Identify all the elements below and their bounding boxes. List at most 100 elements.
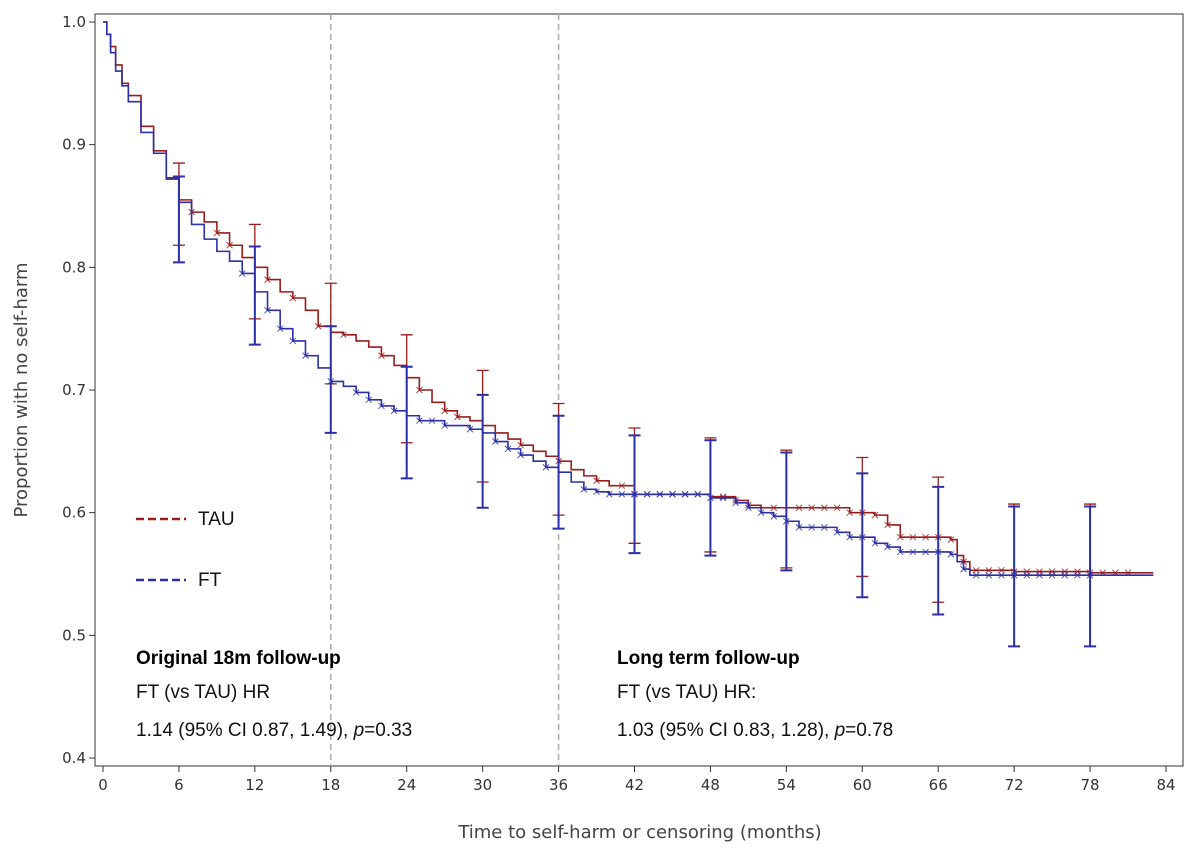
censor-mark-ft-57 xyxy=(1074,571,1081,579)
annotation-longterm-heading: Long term follow-up xyxy=(617,648,800,669)
y-tick-label-3: 0.7 xyxy=(62,381,86,399)
censor-mark-ft-1 xyxy=(264,306,271,314)
censor-mark-tau-25 xyxy=(795,504,803,512)
censor-mark-ft-51 xyxy=(998,571,1005,579)
error-bar-ft-2 xyxy=(324,325,337,434)
censor-mark-ft-11 xyxy=(428,417,436,425)
censor-mark-ft-23 xyxy=(643,490,651,498)
censor-mark-ft-49 xyxy=(972,571,980,579)
x-tick-label-12: 72 xyxy=(1005,776,1024,794)
censor-mark-ft-32 xyxy=(757,509,765,517)
legend: TAU FT xyxy=(136,509,235,591)
censor-mark-ft-25 xyxy=(669,490,676,498)
censor-mark-ft-30 xyxy=(732,499,740,507)
annotation-longterm-line2: 1.03 (95% CI 0.83, 1.28), p=0.78 xyxy=(617,720,893,741)
error-bar-ft-1 xyxy=(248,245,261,346)
error-bar-ft-7 xyxy=(704,439,717,557)
y-axis-label: Proportion with no self-harm xyxy=(11,262,32,517)
censor-mark-ft-42 xyxy=(884,543,891,551)
censor-mark-ft-47 xyxy=(947,551,955,558)
censor-mark-tau-32 xyxy=(884,521,891,529)
y-tick-label-6: 1.0 xyxy=(62,13,86,31)
censor-mark-tau-10 xyxy=(453,413,461,421)
censor-mark-tau-24 xyxy=(770,504,778,512)
censor-mark-tau-27 xyxy=(820,504,828,512)
censor-mark-ft-24 xyxy=(656,490,664,498)
censor-mark-ft-18 xyxy=(580,486,588,493)
censor-mark-ft-37 xyxy=(820,524,828,531)
censor-mark-ft-36 xyxy=(808,524,816,531)
y-tick-label-4: 0.8 xyxy=(62,258,86,276)
censor-mark-tau-31 xyxy=(871,511,879,519)
censor-mark-ft-19 xyxy=(593,488,600,496)
censor-mark-tau-13 xyxy=(593,477,600,485)
error-bar-ft-11 xyxy=(1008,505,1021,648)
plot-frame xyxy=(94,13,1184,767)
error-bar-ft-0 xyxy=(172,175,185,264)
censor-mark-tau-7 xyxy=(378,352,385,360)
censor-mark-ft-6 xyxy=(352,389,360,396)
censor-mark-tau-6 xyxy=(340,331,347,339)
censor-mark-tau-5 xyxy=(314,322,322,330)
censor-mark-ft-2 xyxy=(276,325,284,333)
censor-mark-ft-54 xyxy=(1036,571,1043,579)
annotation-original-ci: 1.14 (95% CI 0.87, 1.49), xyxy=(136,720,354,741)
censor-mark-ft-45 xyxy=(922,548,929,556)
censor-mark-tau-28 xyxy=(833,504,841,512)
censor-mark-ft-0 xyxy=(238,270,246,277)
censor-mark-ft-43 xyxy=(896,548,904,556)
censor-mark-ft-44 xyxy=(909,548,917,556)
annotation-longterm-p-value: =0.78 xyxy=(845,720,893,741)
y-tick-label-5: 0.9 xyxy=(62,136,86,154)
x-tick-label-6: 36 xyxy=(549,776,568,794)
censor-mark-tau-37 xyxy=(947,536,955,544)
censor-mark-ft-14 xyxy=(491,438,499,445)
censor-mark-tau-26 xyxy=(808,504,816,512)
x-tick-label-8: 48 xyxy=(701,776,720,794)
annotation-longterm-p-label: p xyxy=(834,720,846,741)
x-tick-label-1: 6 xyxy=(174,776,184,794)
censor-mark-ft-17 xyxy=(542,463,550,471)
censor-mark-tau-33 xyxy=(896,533,904,541)
censor-mark-ft-16 xyxy=(517,451,524,459)
censor-mark-ft-53 xyxy=(1023,571,1031,579)
censor-mark-tau-35 xyxy=(922,533,929,541)
censor-mark-ft-21 xyxy=(618,490,626,498)
series-layer xyxy=(103,21,1154,648)
error-bar-ft-5 xyxy=(552,414,565,530)
annotation-original-line1: FT (vs TAU) HR xyxy=(136,682,270,703)
censor-mark-ft-39 xyxy=(846,533,853,541)
reference-lines xyxy=(330,14,560,766)
x-tick-label-13: 78 xyxy=(1081,776,1100,794)
annotation-longterm: Long term follow-up FT (vs TAU) HR: 1.03… xyxy=(617,648,893,741)
censor-mark-tau-9 xyxy=(441,407,449,415)
annotation-original-line2: 1.14 (95% CI 0.87, 1.49), p=0.33 xyxy=(136,720,412,741)
x-axis-label: Time to self-harm or censoring (months) xyxy=(457,822,821,843)
censor-mark-ft-48 xyxy=(960,565,967,573)
x-tick-label-14: 84 xyxy=(1156,776,1175,794)
x-tick-label-0: 0 xyxy=(98,776,108,794)
censor-mark-ft-33 xyxy=(770,512,778,520)
censor-mark-ft-27 xyxy=(694,490,702,498)
error-bar-ft-8 xyxy=(780,451,793,572)
censor-mark-ft-31 xyxy=(745,504,752,512)
error-bar-ft-9 xyxy=(856,472,869,599)
x-axis: 0 6 12 18 24 30 36 42 48 54 60 66 72 78 84 xyxy=(98,766,1176,794)
legend-tau-label: TAU xyxy=(198,509,235,530)
censor-mark-ft-12 xyxy=(441,422,449,429)
y-tick-label-2: 0.6 xyxy=(62,504,86,522)
error-bar-ft-6 xyxy=(628,434,641,555)
annotation-original-heading: Original 18m follow-up xyxy=(136,648,341,669)
x-tick-label-2: 12 xyxy=(245,776,264,794)
x-tick-label-11: 66 xyxy=(929,776,948,794)
censor-mark-ft-56 xyxy=(1061,571,1069,579)
censor-mark-ft-10 xyxy=(416,417,423,425)
censor-mark-tau-39 xyxy=(972,566,980,574)
annotation-longterm-line1: FT (vs TAU) HR: xyxy=(617,682,756,703)
error-bar-ft-10 xyxy=(932,485,945,616)
censor-mark-ft-7 xyxy=(365,396,373,404)
censor-mark-ft-26 xyxy=(681,490,689,498)
censor-mark-ft-38 xyxy=(833,528,841,536)
error-bar-ft-3 xyxy=(400,365,413,480)
censor-mark-ft-41 xyxy=(871,539,879,547)
